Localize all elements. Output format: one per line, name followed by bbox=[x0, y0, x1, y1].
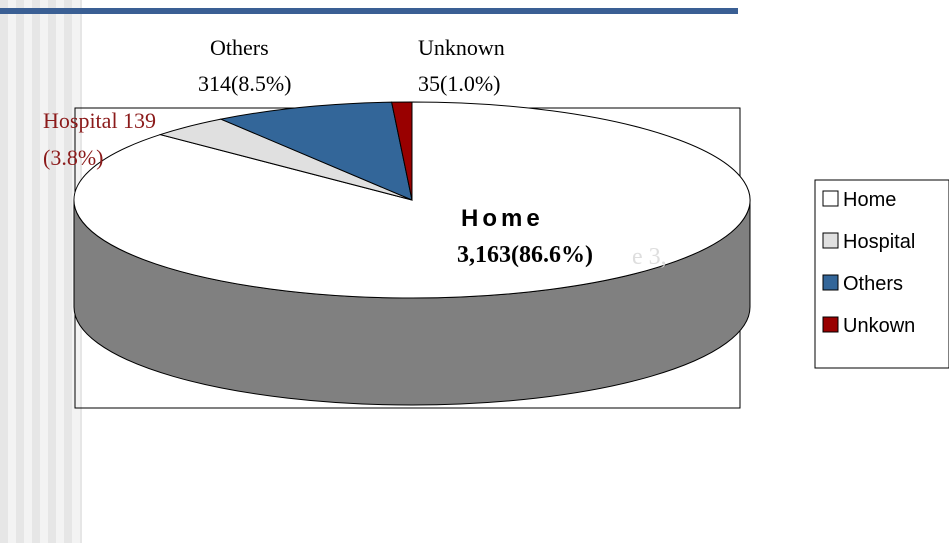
legend-label-unknown: Unkown bbox=[843, 315, 915, 337]
slice-unknown bbox=[391, 101, 413, 201]
legend-frame bbox=[814, 179, 949, 369]
label-others-value: 314(8.5%) bbox=[198, 71, 291, 96]
label-unknown-name: Unknown bbox=[418, 35, 505, 60]
decorative-stripes bbox=[0, 0, 82, 543]
legend-label-hospital: Hospital bbox=[843, 231, 915, 253]
label-hospital-value: (3.8%) bbox=[43, 145, 103, 170]
legend-label-home: Home bbox=[843, 189, 896, 211]
label-home-ghost: e 3, bbox=[632, 244, 667, 270]
legend-label-others: Others bbox=[843, 273, 903, 295]
label-others-name: Others bbox=[210, 35, 269, 60]
legend: Home Hospital Others Unkown bbox=[814, 179, 949, 369]
slice-others bbox=[219, 101, 413, 201]
legend-swatch-home bbox=[822, 190, 839, 207]
top-accent-bar bbox=[0, 8, 738, 14]
legend-swatch-unknown bbox=[822, 316, 839, 333]
label-home-value: 3,163(86.6%) bbox=[457, 242, 593, 268]
legend-swatch-hospital bbox=[822, 232, 839, 249]
label-hospital-name: Hospital 139 bbox=[43, 108, 156, 133]
label-home-name: Home bbox=[461, 205, 544, 232]
legend-swatch-others bbox=[822, 274, 839, 291]
label-unknown-value: 35(1.0%) bbox=[418, 71, 500, 96]
